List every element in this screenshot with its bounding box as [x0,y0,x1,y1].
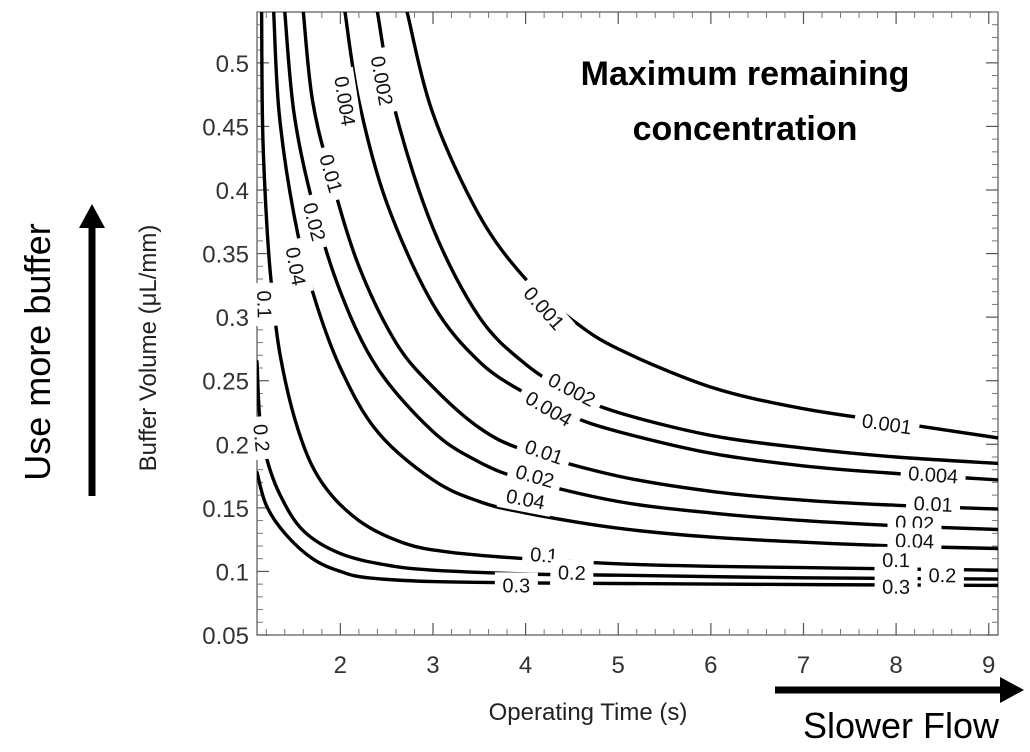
contour-label-gap [295,192,334,252]
contour-label-gap [327,66,363,136]
y-tick-label: 0.05 [202,623,249,650]
contour-label-gap [311,143,351,204]
contour-label-gap [496,481,555,517]
x-tick-label: 3 [426,652,439,679]
chart-title-line-1: Maximum remaining [581,55,910,93]
contour-label-0.3: 0.3 [882,577,910,599]
y-tick-label: 0.4 [216,178,249,205]
contour-line-0.1 [259,12,998,572]
y-tick-label: 0.2 [216,432,249,459]
contour-label-gap [874,546,918,574]
contour-label-0.1: 0.1 [882,550,910,572]
annotation-use-more-buffer: Use more buffer [17,223,58,480]
contour-label-gap [874,573,918,600]
contour-label-0.2: 0.2 [248,423,273,453]
contour-label-gap [514,430,574,474]
contour-label-0.2: 0.2 [928,565,956,587]
x-tick-label: 2 [334,652,347,679]
contour-label-gap [920,562,964,589]
contour-line-0.3 [257,470,998,588]
contour-label-0.2: 0.2 [558,562,586,585]
contour-label-gap [514,380,584,437]
y-tick-label: 0.35 [202,242,249,269]
y-tick-label: 0.5 [216,51,249,78]
axis-tick-labels: 2 3 4 5 6 7 8 9 0.05 0.1 0.15 0.2 0.25 0.3 0.35 0.4 0.45… [202,51,995,679]
y-tick-label: 0.3 [216,305,249,332]
y-tick-label: 0.25 [202,369,249,396]
contour-label-gap [550,559,594,587]
contour-label-gap [899,459,967,491]
contour-label-gap [537,363,607,417]
contour-label-gap [250,282,278,327]
x-tick-label: 9 [982,652,995,679]
x-tick-label: 6 [704,652,717,679]
y-tick-label: 0.15 [202,496,249,523]
x-tick-label: 7 [797,652,810,679]
chart-title-line-2: concentration [633,110,858,148]
contour-label-0.02: 0.02 [298,200,329,243]
right-arrow [775,677,1024,703]
y-tick-label: 0.45 [202,114,249,141]
contour-lines [257,12,998,588]
contour-label-0.01: 0.01 [314,152,346,195]
up-arrow [79,204,105,496]
contour-label-gap [512,275,576,342]
contour-label-0.1: 0.1 [252,290,275,318]
contour-label-gap [278,237,314,296]
y-axis-label: Buffer Volume (μL/mm) [135,225,162,472]
x-axis-label: Operating Time (s) [489,699,688,726]
plot-frame [256,11,999,636]
contour-line-0.04 [272,12,998,551]
x-tick-label: 5 [612,652,625,679]
contour-label-gap [852,406,921,442]
x-tick-label: 8 [889,652,902,679]
contour-label-0.3: 0.3 [502,575,530,597]
annotation-slower-flow: Slower Flow [803,705,1000,746]
contour-label-gap [505,456,565,496]
x-tick-label: 4 [519,652,532,679]
contour-label-gap [246,415,277,461]
contour-label-gap [494,572,538,599]
contour-label-0.004: 0.004 [907,463,959,489]
axis-ticks [257,11,998,636]
y-tick-label: 0.1 [216,559,249,586]
contour-label-gap [363,46,401,116]
contour-labels: 0.0010.0010.0020.0020.0040.0040.0040.010… [246,46,967,600]
